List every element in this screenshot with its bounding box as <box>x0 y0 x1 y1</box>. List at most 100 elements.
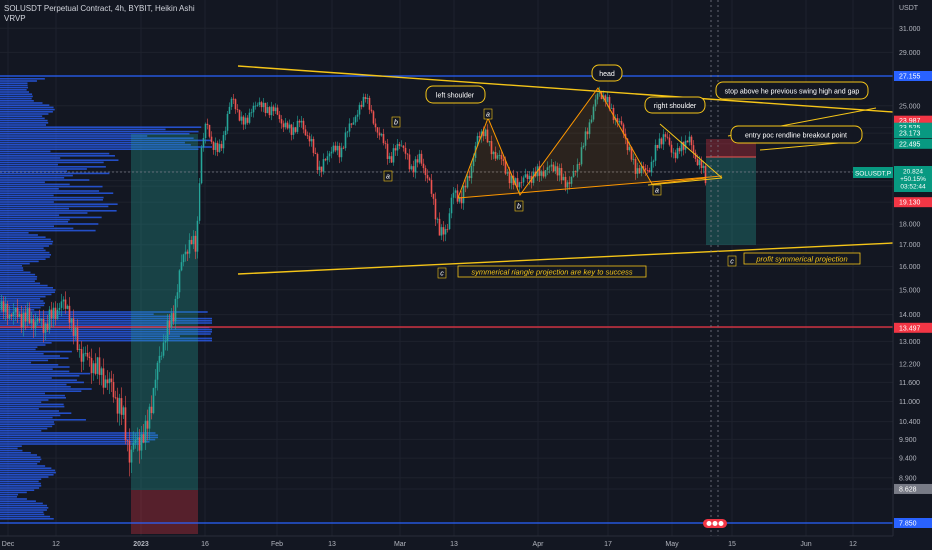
candle <box>350 123 353 125</box>
candle <box>606 96 609 102</box>
candle <box>196 220 199 252</box>
candle <box>622 124 625 134</box>
profile-bar <box>0 339 212 342</box>
profile-bar <box>0 447 18 450</box>
profile-bar <box>0 97 32 100</box>
wave-label: a <box>655 188 659 195</box>
profile-bar <box>0 388 92 390</box>
profile-bar <box>0 458 42 461</box>
profile-bar <box>0 361 32 364</box>
candle <box>580 147 583 165</box>
candle <box>170 313 173 328</box>
label-profit-projection[interactable]: profit symmerical projection <box>743 252 861 265</box>
candle <box>596 93 599 100</box>
price-label: 8.628 <box>899 486 917 493</box>
price-candles <box>0 86 707 477</box>
price-tick: 11.000 <box>899 399 920 406</box>
candle <box>362 96 365 107</box>
events-icon[interactable] <box>703 519 727 528</box>
profile-bar <box>0 289 56 291</box>
candle <box>394 148 397 151</box>
candle <box>236 109 239 110</box>
profile-bar <box>0 507 49 509</box>
profile-bar <box>0 337 212 340</box>
symbol-tag-change: +50.15% <box>900 176 926 183</box>
profile-bar <box>0 414 61 417</box>
candle <box>92 363 95 374</box>
candle <box>240 116 243 121</box>
callout-entry[interactable]: entry poc rendline breakout point <box>730 125 863 144</box>
profile-bar <box>0 353 44 355</box>
candle <box>552 164 555 172</box>
candle <box>586 131 589 135</box>
profile-bar <box>0 188 59 190</box>
price-tick: 16.000 <box>899 264 921 271</box>
callout-right-shoulder[interactable]: right shoulder <box>644 96 706 114</box>
candle <box>528 175 531 180</box>
candle <box>68 305 71 323</box>
profile-bar <box>0 410 59 412</box>
candle <box>284 122 287 128</box>
profile-bar <box>0 432 156 434</box>
label-triangle-projection[interactable]: symmerical riangle projection are key to… <box>457 265 647 278</box>
wave-label: c <box>730 259 734 266</box>
profile-bar <box>0 320 212 322</box>
wave-label-box <box>437 267 447 279</box>
candle <box>386 143 389 159</box>
candle <box>262 102 265 108</box>
candle <box>506 172 509 174</box>
triangle-lower-trendline[interactable] <box>237 242 894 275</box>
candle <box>632 159 635 160</box>
candle <box>570 176 573 184</box>
price-label-bg <box>894 518 932 528</box>
wave-label: c <box>440 271 444 278</box>
time-axis[interactable]: Dec 12 2023 16 Feb 13 Mar 13 Apr 17 May 15 Jun 12 <box>2 541 857 548</box>
profile-bar <box>0 245 49 247</box>
candle <box>684 140 687 150</box>
candle <box>248 112 251 123</box>
profile-bar <box>0 357 69 359</box>
candle <box>80 349 83 362</box>
profile-bar <box>0 194 54 197</box>
symbol-tag-price: 20.824 <box>903 169 923 176</box>
profile-bar <box>0 344 46 346</box>
candle <box>626 138 629 151</box>
triangle-upper-trendline[interactable] <box>237 65 894 113</box>
profile-bar <box>0 190 100 192</box>
candle <box>694 152 697 159</box>
profile-bar <box>0 443 142 445</box>
profile-bar <box>0 212 88 214</box>
candle <box>64 299 67 309</box>
profile-bar <box>0 223 99 225</box>
callout-left-shoulder[interactable]: left shoulder <box>425 85 486 104</box>
candle <box>504 161 507 174</box>
candle <box>134 439 137 443</box>
profile-bar <box>0 159 119 161</box>
candle <box>226 113 229 131</box>
candle <box>218 144 221 152</box>
profile-bar <box>0 348 36 351</box>
candle <box>628 147 631 151</box>
profile-bar <box>0 401 42 403</box>
candle <box>72 318 75 336</box>
candle <box>598 91 601 94</box>
profile-bar <box>0 141 185 144</box>
candle <box>300 120 303 123</box>
profile-bar <box>0 113 49 115</box>
callout-head[interactable]: head <box>591 64 623 82</box>
profile-bar <box>0 412 72 414</box>
candle <box>572 171 575 177</box>
candle <box>656 144 659 148</box>
profile-bar <box>0 119 48 122</box>
profile-bar <box>0 84 28 87</box>
symbol-tag[interactable]: SOLUSDT.P 20.824 +50.15% 03:52:44 <box>853 166 932 192</box>
profile-bar <box>0 416 53 419</box>
callout-stop[interactable]: stop above he previous swing high and ga… <box>715 81 869 100</box>
candle <box>464 185 467 188</box>
candle <box>182 254 185 263</box>
candle <box>46 323 49 330</box>
wave-label-box <box>514 200 524 212</box>
candle <box>144 420 147 443</box>
candle <box>24 312 27 322</box>
